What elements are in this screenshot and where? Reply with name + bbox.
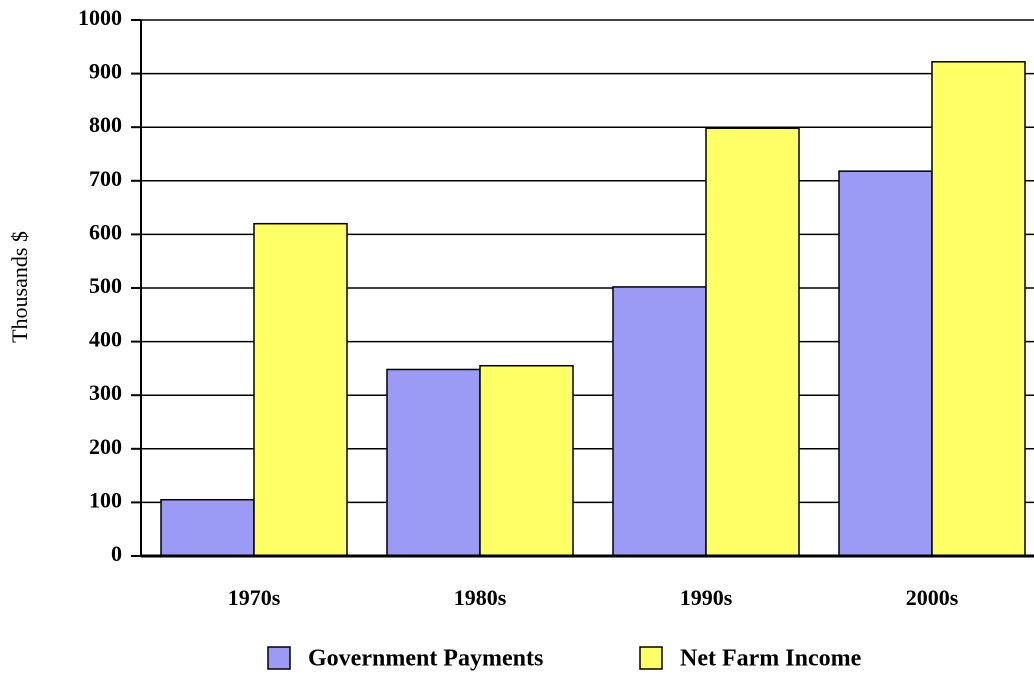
y-tick-label: 800	[89, 112, 122, 137]
bar	[838, 170, 933, 557]
x-tick-label: 1980s	[454, 585, 507, 610]
bar	[612, 286, 707, 557]
y-tick-label: 400	[89, 327, 122, 352]
y-tick-label: 300	[89, 380, 122, 405]
legend-label: Net Farm Income	[680, 646, 862, 672]
bar	[160, 498, 255, 557]
y-tick-label: 0	[111, 541, 122, 566]
bar	[931, 61, 1026, 557]
x-tick-label: 2000s	[906, 585, 959, 610]
bar	[705, 127, 800, 557]
bar	[479, 364, 574, 557]
legend-label: Government Payments	[308, 646, 543, 672]
legend-swatch	[267, 646, 291, 670]
y-tick-label: 200	[89, 434, 122, 459]
y-tick-label: 900	[89, 59, 122, 84]
bar	[386, 368, 481, 557]
legend-swatch	[639, 646, 663, 670]
y-tick-label: 700	[89, 166, 122, 191]
x-tick-label: 1990s	[680, 585, 733, 610]
y-tick-label: 100	[89, 487, 122, 512]
y-tick-label: 500	[89, 273, 122, 298]
y-tick-label: 1000	[78, 5, 122, 30]
x-tick-label: 1970s	[228, 585, 281, 610]
bar	[253, 222, 348, 557]
y-tick-label: 600	[89, 219, 122, 244]
y-axis-title: Thousands $	[7, 231, 32, 343]
